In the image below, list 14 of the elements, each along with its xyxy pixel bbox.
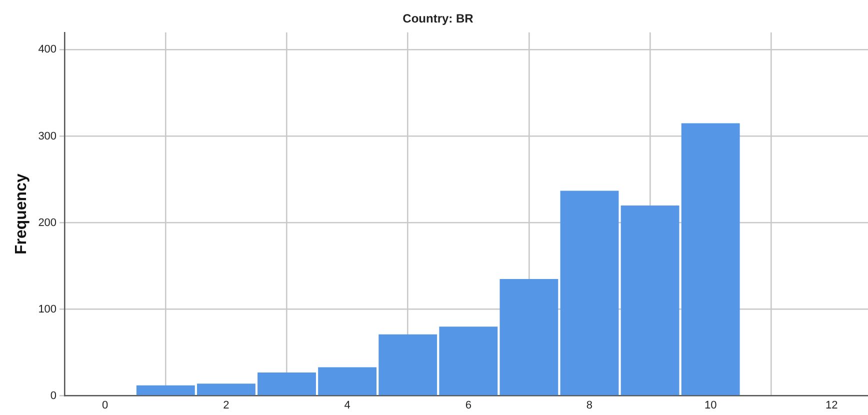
x-tick-label: 4	[344, 399, 350, 412]
x-tick-label: 10	[704, 399, 717, 412]
y-tick-label: 300	[38, 130, 57, 142]
y-axis-title: Frequency	[13, 174, 30, 255]
y-tick-label: 100	[38, 303, 57, 316]
x-tick-label: 12	[826, 399, 838, 412]
x-tick-label: 6	[465, 399, 472, 412]
chart-title: Country: BR	[402, 12, 474, 26]
x-tick-label: 2	[223, 399, 230, 412]
y-tick-label: 400	[38, 44, 57, 56]
x-tick-label: 8	[586, 399, 593, 412]
y-tick-label: 200	[38, 216, 57, 229]
x-tick-label: 0	[102, 399, 108, 412]
y-tick-label: 0	[50, 390, 57, 402]
